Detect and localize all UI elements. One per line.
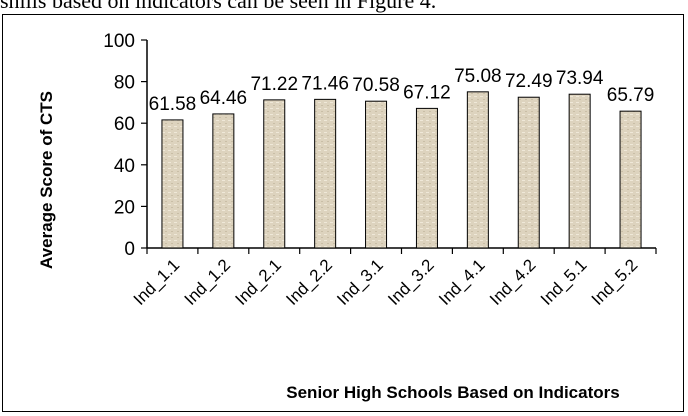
caption-fragment: shills based on indicators can be seen i…: [0, 0, 437, 13]
x-tick-label: Ind_4.2: [486, 255, 540, 309]
x-tick-label: Ind_2.2: [282, 255, 336, 309]
y-tick-label: 0: [124, 239, 135, 260]
bar-ind-4-1: [466, 91, 489, 249]
x-tick-label: Ind_2.1: [232, 255, 286, 309]
data-label: 73.94: [556, 68, 604, 89]
data-label: 70.58: [352, 75, 400, 96]
data-label: 75.08: [454, 66, 502, 87]
bar-ind-1-2: [212, 113, 235, 249]
chart-frame: [2, 14, 684, 412]
bar-ind-3-1: [365, 100, 388, 249]
y-axis-title: Average Score of CTS: [37, 91, 56, 269]
y-tick-label: 80: [114, 73, 135, 94]
bar-ind-4-2: [517, 96, 540, 249]
x-tick-label: Ind_3.2: [384, 255, 438, 309]
bar-ind-2-1: [263, 99, 286, 249]
data-label: 61.58: [149, 94, 197, 115]
bar-ind-2-2: [314, 98, 337, 249]
bar-ind-3-2: [415, 107, 438, 249]
data-label: 65.79: [607, 85, 655, 106]
x-tick-label: Ind_1.1: [130, 255, 184, 309]
y-tick-label: 60: [114, 114, 135, 135]
x-tick-label: Ind_5.2: [588, 255, 642, 309]
data-label: 72.49: [505, 71, 553, 92]
data-label: 71.46: [301, 73, 349, 94]
bar-ind-5-2: [619, 110, 642, 249]
bar-ind-1-1: [161, 119, 184, 249]
data-label: 71.22: [250, 74, 298, 95]
bar-ind-5-1: [568, 93, 591, 249]
x-tick-label: Ind_5.1: [537, 255, 591, 309]
y-tick-label: 40: [114, 156, 135, 177]
x-tick-label: Ind_1.2: [181, 255, 235, 309]
y-tick-label: 100: [103, 31, 135, 52]
data-label: 64.46: [200, 88, 248, 109]
x-tick-label: Ind_3.1: [333, 255, 387, 309]
data-label: 67.12: [403, 82, 451, 103]
y-tick-label: 20: [114, 197, 135, 218]
x-axis-title: Senior High Schools Based on Indicators: [286, 383, 619, 402]
x-tick-label: Ind_4.1: [435, 255, 489, 309]
